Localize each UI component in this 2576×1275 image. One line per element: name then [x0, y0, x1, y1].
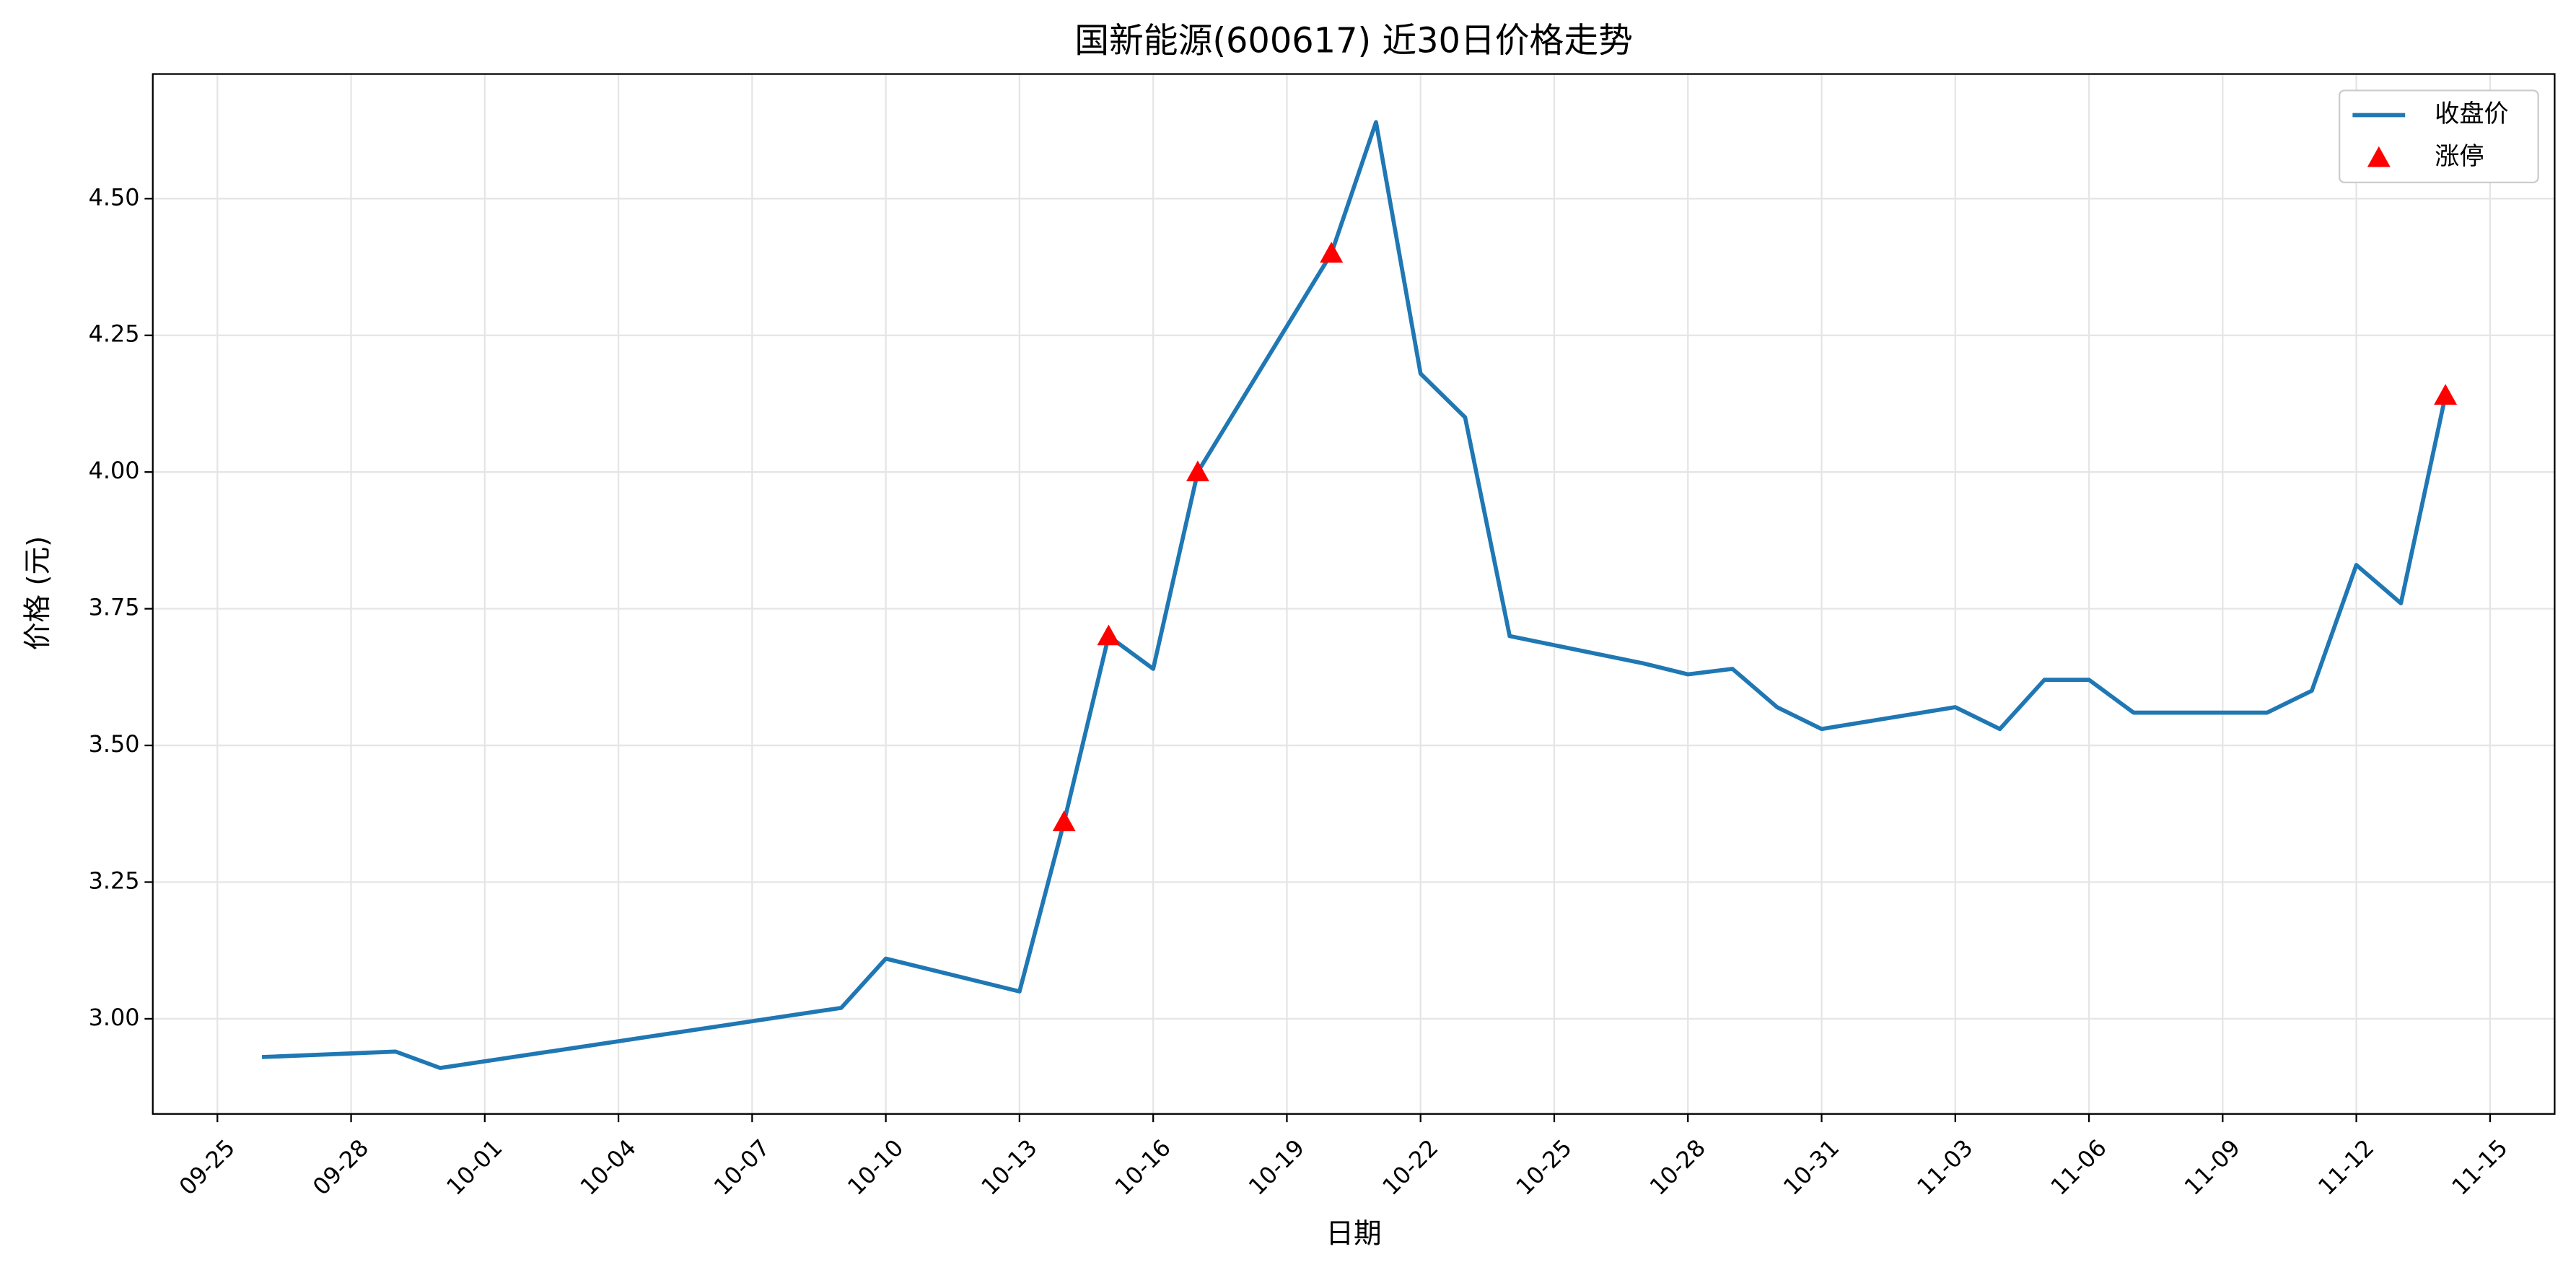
y-tick-label: 3.00 — [89, 1004, 140, 1031]
x-tick-label: 09-28 — [307, 1134, 374, 1200]
x-tick-label: 10-25 — [1510, 1134, 1577, 1200]
legend-label: 涨停 — [2435, 142, 2484, 171]
y-tick-label: 4.00 — [89, 457, 140, 484]
x-tick-label: 10-13 — [976, 1134, 1042, 1200]
x-tick-label: 10-10 — [842, 1134, 908, 1200]
x-tick-label: 10-22 — [1377, 1134, 1443, 1200]
x-tick-label: 10-01 — [441, 1134, 507, 1200]
legend-label: 收盘价 — [2435, 100, 2508, 128]
x-tick-label: 11-15 — [2446, 1134, 2513, 1200]
limit-up-marker — [1320, 242, 1344, 263]
plot-frame — [152, 73, 2556, 1115]
x-axis-label: 日期 — [1326, 1218, 1381, 1250]
y-tick-label: 3.50 — [89, 730, 140, 758]
x-tick-label: 09-25 — [174, 1134, 240, 1200]
limit-up-marker — [1052, 810, 1076, 831]
x-tick-label: 10-07 — [709, 1134, 775, 1200]
y-axis-label: 价格 (元) — [22, 536, 54, 651]
x-tick-label: 11-12 — [2313, 1134, 2379, 1200]
y-tick-label: 4.50 — [89, 183, 140, 211]
price-line — [261, 120, 2448, 1070]
x-tick-label: 10-19 — [1243, 1134, 1310, 1200]
y-tick-label: 3.25 — [89, 867, 140, 894]
chart-title: 国新能源(600617) 近30日价格走势 — [1074, 21, 1633, 61]
x-tick-label: 10-31 — [1778, 1134, 1844, 1200]
x-tick-label: 10-28 — [1644, 1134, 1711, 1200]
x-tick-label: 11-09 — [2179, 1134, 2246, 1200]
x-tick-label: 10-04 — [574, 1134, 641, 1200]
x-tick-label: 10-16 — [1110, 1134, 1176, 1200]
x-tick-label: 11-03 — [1911, 1134, 1978, 1200]
limit-up-marker — [1097, 624, 1121, 646]
y-tick-label: 4.25 — [89, 320, 140, 348]
y-tick-label: 3.75 — [89, 594, 140, 621]
legend-swatch — [2367, 146, 2391, 167]
limit-up-marker — [2434, 384, 2458, 405]
limit-up-marker — [1186, 460, 1209, 481]
x-tick-label: 11-06 — [2045, 1134, 2111, 1200]
